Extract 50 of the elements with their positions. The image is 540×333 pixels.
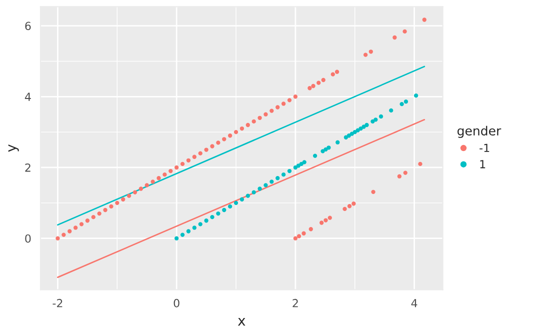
y-tick-label: 4 [24, 92, 31, 101]
point [287, 168, 292, 174]
point [356, 128, 360, 132]
point [299, 162, 304, 166]
point [186, 229, 191, 234]
point [270, 180, 274, 184]
x-tick-label: 4 [411, 299, 418, 308]
point [400, 102, 404, 106]
legend-title: gender [458, 126, 502, 138]
point [374, 118, 378, 122]
point [234, 200, 238, 205]
x-axis-title: x [238, 318, 246, 326]
point [346, 134, 351, 138]
point [228, 204, 232, 209]
y-tick-label: 2 [25, 163, 30, 172]
point [174, 236, 179, 240]
point [180, 232, 185, 237]
point [296, 164, 300, 168]
point [222, 208, 226, 212]
point [240, 197, 244, 202]
point [210, 215, 214, 220]
point [364, 122, 369, 128]
point [336, 140, 340, 144]
y-tick-label: 0 [25, 234, 31, 243]
point [258, 186, 262, 191]
y-axis-title: y [8, 144, 19, 152]
x-tick-label: 0 [174, 298, 180, 308]
point [198, 222, 202, 226]
point [404, 100, 408, 104]
x-tick-label: 2 [292, 298, 298, 308]
point [326, 146, 331, 150]
point [276, 176, 280, 180]
point [378, 114, 384, 119]
point [264, 183, 268, 188]
point [312, 154, 318, 158]
point [281, 172, 286, 177]
legend-label: -1 [480, 144, 490, 152]
point [204, 218, 208, 223]
point [389, 108, 394, 113]
point [370, 119, 375, 124]
point [252, 190, 256, 194]
point [192, 226, 196, 230]
point [216, 211, 220, 216]
point [344, 135, 348, 140]
y-tick-label: 6 [25, 22, 31, 30]
point [414, 93, 418, 98]
legend-label: 1 [480, 160, 486, 168]
x-tick-label: -2 [52, 298, 62, 308]
point [246, 194, 250, 198]
point [302, 160, 306, 164]
